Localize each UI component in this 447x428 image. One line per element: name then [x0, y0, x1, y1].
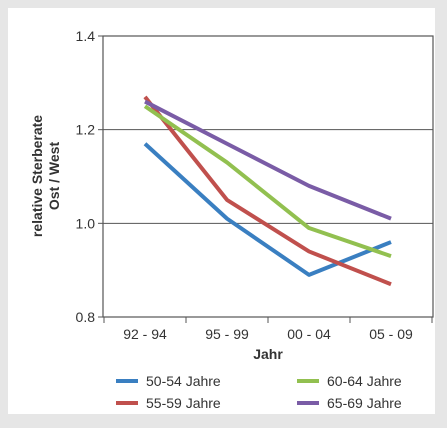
x-tick-label: 00 - 04 [287, 326, 331, 342]
y-axis-label-line-1: relative Sterberate [29, 115, 45, 237]
plot-area [103, 36, 433, 317]
y-axis-label-line-2: Ost / West [46, 142, 62, 211]
y-tick-label: 1.0 [76, 215, 96, 231]
y-tick-label: 1.2 [76, 122, 96, 138]
x-tick-label: 05 - 09 [369, 326, 413, 342]
legend-label-50-54: 50-54 Jahre [146, 373, 221, 389]
x-tick-label: 95 - 99 [205, 326, 249, 342]
legend-label-55-59: 55-59 Jahre [146, 395, 221, 411]
y-tick-label: 1.4 [76, 28, 96, 44]
legend-label-65-69: 65-69 Jahre [327, 395, 402, 411]
x-tick-label: 92 - 94 [123, 326, 167, 342]
legend-label-60-64: 60-64 Jahre [327, 373, 402, 389]
y-tick-label: 0.8 [76, 309, 96, 325]
x-axis-label: Jahr [253, 346, 283, 362]
